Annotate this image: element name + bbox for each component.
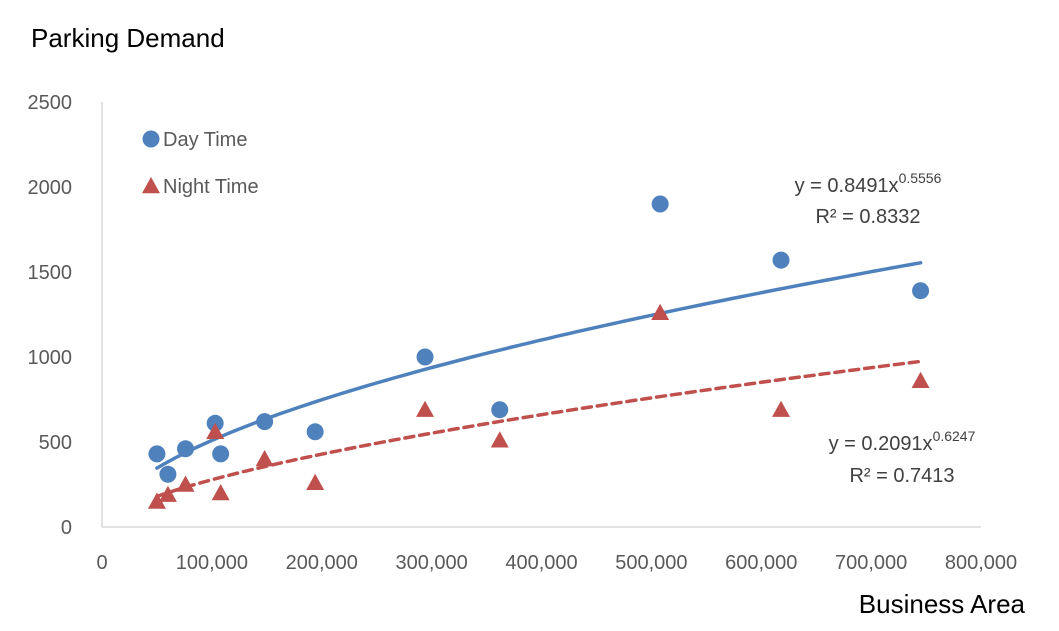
day-time-trendline — [155, 261, 923, 470]
night-time-point — [158, 485, 177, 502]
day-time-point — [148, 445, 166, 463]
day-time-trend-equation: y = 0.8491x0.5556 — [795, 170, 942, 197]
day-time-point — [256, 413, 274, 431]
day-time-point — [491, 401, 509, 419]
day-time-point — [306, 423, 324, 441]
day-time-point — [912, 282, 930, 300]
y-tick-label: 2000 — [28, 177, 73, 199]
night-time-point — [416, 400, 435, 417]
day-time-point — [772, 251, 790, 269]
day-time-point — [177, 440, 195, 458]
y-tick-label: 2500 — [28, 92, 73, 114]
night-time-trend-r-squared: R² = 0.7413 — [849, 465, 954, 487]
day-time-point — [159, 465, 177, 483]
day-time-trend-r-squared: R² = 0.8332 — [815, 206, 920, 228]
y-tick-label: 0 — [61, 517, 72, 539]
night-time-trendline — [155, 359, 923, 499]
x-axis-title: Business Area — [859, 589, 1026, 619]
night-time-point — [147, 492, 166, 509]
x-tick-label: 100,000 — [176, 552, 248, 574]
x-tick-label: 300,000 — [395, 552, 467, 574]
night-time-trend-equation: y = 0.2091x0.6247 — [829, 428, 976, 455]
day-time-point — [212, 445, 230, 463]
night-time-point — [255, 450, 274, 467]
night-time-point — [206, 422, 225, 439]
night-time-point — [211, 484, 230, 501]
night-time-point — [911, 371, 930, 388]
y-axis-title: Parking Demand — [31, 23, 225, 53]
legend-marker-night-time — [142, 177, 160, 194]
night-time-point — [176, 475, 195, 492]
x-tick-label: 500,000 — [615, 552, 687, 574]
x-tick-label: 0 — [96, 552, 107, 574]
x-tick-label: 200,000 — [286, 552, 358, 574]
night-time-point — [772, 400, 791, 417]
y-tick-label: 1500 — [28, 262, 73, 284]
x-tick-label: 800,000 — [945, 552, 1017, 574]
x-tick-label: 400,000 — [505, 552, 577, 574]
y-tick-label: 500 — [39, 432, 72, 454]
day-time-point — [651, 195, 669, 213]
day-time-point — [416, 348, 434, 366]
y-tick-label: 1000 — [28, 347, 73, 369]
night-time-point — [306, 473, 325, 490]
night-time-point — [651, 303, 670, 320]
legend-label-day-time: Day Time — [163, 129, 247, 151]
legend-marker-day-time — [142, 130, 160, 148]
x-tick-label: 700,000 — [835, 552, 907, 574]
legend-label-night-time: Night Time — [163, 176, 259, 198]
x-tick-label: 600,000 — [725, 552, 797, 574]
night-time-point — [490, 431, 509, 448]
